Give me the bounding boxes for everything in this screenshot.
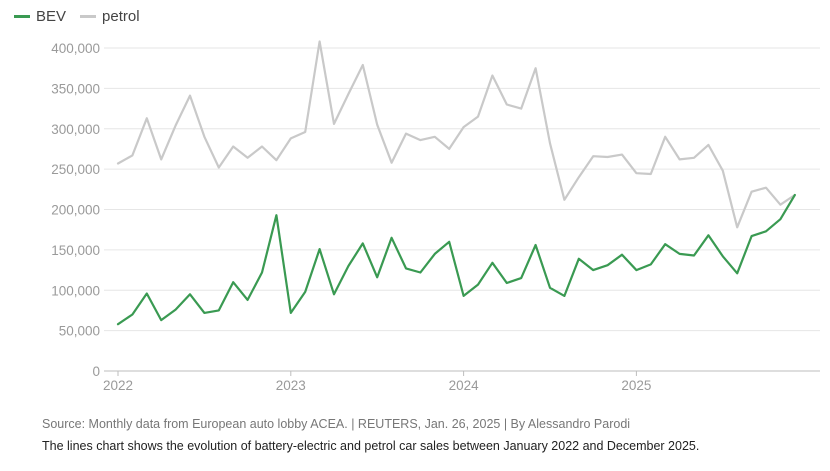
x-tick-label: 2022 bbox=[103, 378, 133, 393]
legend-item-bev: BEV bbox=[14, 8, 66, 25]
y-tick-label: 350,000 bbox=[51, 81, 100, 96]
legend: BEV petrol bbox=[14, 5, 154, 27]
chart-description: The lines chart shows the evolution of b… bbox=[42, 439, 700, 453]
y-tick-label: 0 bbox=[92, 364, 100, 379]
legend-swatch-bev bbox=[14, 14, 30, 18]
series-line-bev bbox=[116, 193, 796, 326]
y-axis-tick-labels: 0 50,000 100,000 150,000 200,000 250,000 300,0… bbox=[51, 41, 100, 379]
legend-item-petrol: petrol bbox=[80, 8, 140, 25]
y-tick-label: 200,000 bbox=[51, 203, 100, 218]
y-tick-label: 300,000 bbox=[51, 122, 100, 137]
source-note: Source: Monthly data from European auto … bbox=[42, 417, 631, 431]
x-tick-label: 2025 bbox=[621, 378, 651, 393]
y-tick-label: 400,000 bbox=[51, 41, 100, 56]
x-tick-label: 2023 bbox=[276, 378, 306, 393]
x-axis-tick-labels: 2022 2023 2024 2025 bbox=[103, 371, 651, 393]
legend-label-bev: BEV bbox=[36, 7, 67, 25]
legend-swatch-petrol bbox=[80, 14, 97, 18]
y-tick-label: 250,000 bbox=[51, 162, 100, 177]
gridlines bbox=[104, 47, 820, 372]
x-tick-label: 2024 bbox=[449, 378, 480, 393]
y-tick-label: 50,000 bbox=[59, 324, 100, 339]
y-tick-label: 100,000 bbox=[51, 283, 100, 298]
series-lines bbox=[116, 40, 796, 326]
legend-label-petrol: petrol bbox=[102, 7, 140, 25]
series-line-petrol bbox=[116, 40, 796, 229]
y-tick-label: 150,000 bbox=[51, 243, 100, 258]
